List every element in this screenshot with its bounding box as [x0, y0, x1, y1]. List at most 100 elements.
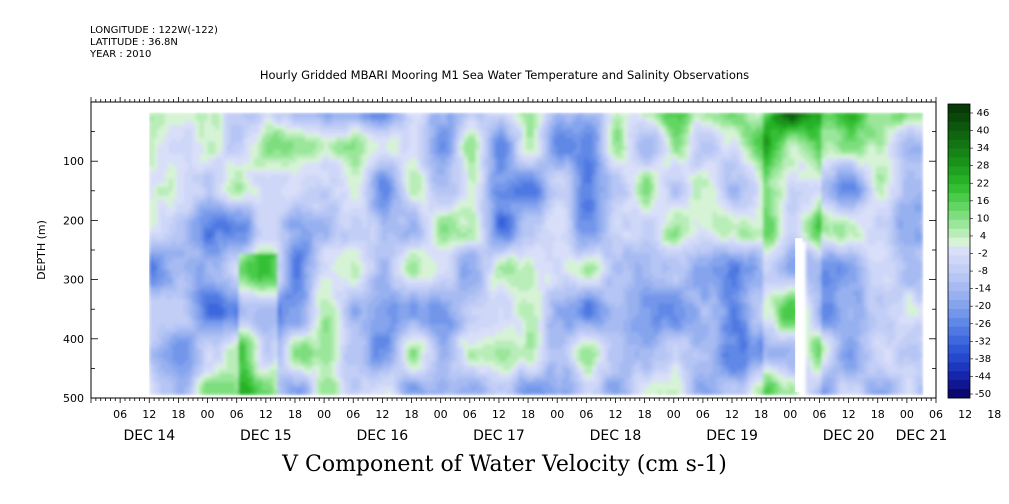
field-cell [265, 149, 271, 155]
field-cell [265, 282, 271, 288]
field-cell [351, 319, 356, 325]
field-cell [195, 141, 201, 147]
field-cell [203, 373, 209, 379]
field-cell [390, 220, 395, 226]
field-cell [331, 158, 337, 163]
field-cell [316, 348, 321, 354]
field-cell [386, 286, 391, 292]
field-cell [429, 129, 434, 134]
field-cell [192, 220, 197, 226]
field-cell [246, 278, 251, 284]
field-cell [254, 224, 259, 230]
field-cell [359, 294, 364, 300]
field-cell [199, 319, 205, 325]
field-cell [215, 166, 220, 172]
field-cell [223, 278, 228, 284]
field-cell [199, 348, 205, 354]
field-cell [370, 386, 376, 391]
field-cell [351, 145, 356, 151]
field-cell [308, 183, 314, 188]
field-cell [250, 191, 255, 197]
field-cell [347, 303, 352, 309]
field-cell [168, 265, 174, 271]
field-cell [300, 120, 306, 126]
field-cell [405, 353, 411, 358]
field-cell [324, 336, 329, 342]
field-cell [269, 145, 275, 151]
field-cell [188, 120, 193, 126]
field-cell [331, 274, 337, 280]
field-cell [390, 191, 395, 197]
field-cell [362, 232, 368, 238]
field-cell [417, 369, 422, 375]
field-cell [347, 353, 352, 358]
field-cell [160, 116, 166, 122]
field-cell [226, 216, 232, 221]
field-cell [285, 357, 290, 362]
field-cell [242, 116, 248, 122]
field-cell [378, 324, 383, 329]
field-cell [254, 377, 259, 383]
field-cell [421, 187, 426, 192]
field-cell [351, 125, 356, 130]
field-cell [160, 328, 166, 333]
field-cell [343, 232, 349, 238]
field-cell [386, 249, 391, 255]
field-cell [176, 232, 181, 238]
field-cell [289, 199, 294, 205]
field-cell [285, 369, 290, 375]
field-cell [219, 149, 224, 155]
field-cell [192, 120, 197, 126]
field-cell [285, 195, 290, 201]
field-cell [355, 290, 360, 296]
field-cell [281, 282, 286, 288]
field-cell [289, 245, 294, 250]
field-cell [172, 265, 178, 271]
field-cell [296, 212, 302, 217]
field-cell [370, 241, 376, 246]
field-cell [421, 294, 426, 300]
field-cell [277, 319, 282, 325]
field-cell [417, 274, 422, 280]
field-cell [308, 125, 314, 130]
field-cell [308, 357, 314, 362]
field-cell [359, 166, 364, 172]
field-cell [203, 311, 209, 317]
field-cell [366, 183, 372, 188]
field-cell [160, 303, 166, 309]
field-cell [296, 116, 302, 122]
field-cell [397, 249, 403, 255]
field-cell [226, 373, 232, 379]
field-cell [219, 183, 224, 188]
field-cell [242, 319, 248, 325]
field-cell [370, 220, 376, 226]
field-cell [378, 382, 383, 387]
field-cell [366, 328, 372, 333]
field-cell [277, 340, 282, 346]
field-cell [180, 365, 185, 371]
field-cell [285, 299, 290, 304]
field-cell [211, 228, 216, 234]
field-cell [184, 245, 189, 250]
field-cell [382, 261, 387, 267]
field-cell [359, 315, 364, 321]
field-cell [362, 290, 368, 296]
field-cell [188, 137, 193, 143]
field-cell [374, 174, 380, 180]
field-cell [234, 129, 240, 134]
field-cell [176, 286, 181, 292]
field-cell [394, 257, 399, 263]
field-cell [277, 390, 282, 396]
field-cell [351, 207, 356, 213]
field-cell [258, 294, 263, 300]
field-cell [374, 390, 380, 396]
field-cell [195, 199, 201, 205]
field-cell [324, 357, 329, 362]
field-cell [308, 253, 314, 259]
field-cell [293, 216, 298, 221]
field-cell [366, 294, 372, 300]
field-cell [157, 365, 162, 371]
field-cell [355, 220, 360, 226]
field-cell [258, 207, 263, 213]
field-cell [258, 241, 263, 246]
